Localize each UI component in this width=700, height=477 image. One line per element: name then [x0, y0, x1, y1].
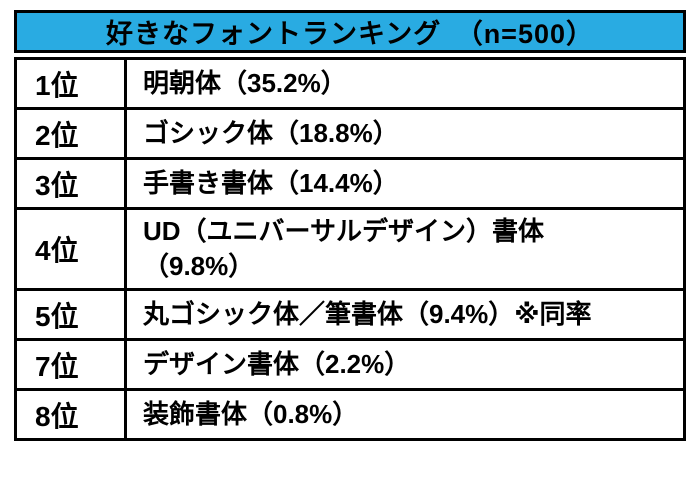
font-cell: デザイン書体（2.2%）: [124, 338, 686, 391]
ranking-table: 1位 明朝体（35.2%） 2位 ゴシック体（18.8%） 3位 手書き書体（1…: [14, 57, 686, 441]
title-banner: 好きなフォントランキング （n=500）: [14, 10, 686, 53]
table-row: 5位 丸ゴシック体／筆書体（9.4%）※同率: [14, 288, 686, 341]
rank-cell: 4位: [14, 207, 127, 291]
table-row: 1位 明朝体（35.2%）: [14, 57, 686, 110]
font-cell: ゴシック体（18.8%）: [124, 107, 686, 160]
table-row: 2位 ゴシック体（18.8%）: [14, 107, 686, 160]
font-cell: 装飾書体（0.8%）: [124, 388, 686, 441]
table-row: 3位 手書き書体（14.4%）: [14, 157, 686, 210]
rank-cell: 2位: [14, 107, 127, 160]
rank-cell: 1位: [14, 57, 127, 110]
font-cell: 丸ゴシック体／筆書体（9.4%）※同率: [124, 288, 686, 341]
table-row: 4位 UD（ユニバーサルデザイン）書体 （9.8%）: [14, 207, 686, 291]
font-cell: 明朝体（35.2%）: [124, 57, 686, 110]
font-cell: 手書き書体（14.4%）: [124, 157, 686, 210]
rank-cell: 3位: [14, 157, 127, 210]
table-row: 7位 デザイン書体（2.2%）: [14, 338, 686, 391]
table-row: 8位 装飾書体（0.8%）: [14, 388, 686, 441]
page-title: 好きなフォントランキング （n=500）: [106, 19, 594, 49]
rank-cell: 7位: [14, 338, 127, 391]
rank-cell: 5位: [14, 288, 127, 341]
font-cell: UD（ユニバーサルデザイン）書体 （9.8%）: [124, 207, 686, 291]
rank-cell: 8位: [14, 388, 127, 441]
